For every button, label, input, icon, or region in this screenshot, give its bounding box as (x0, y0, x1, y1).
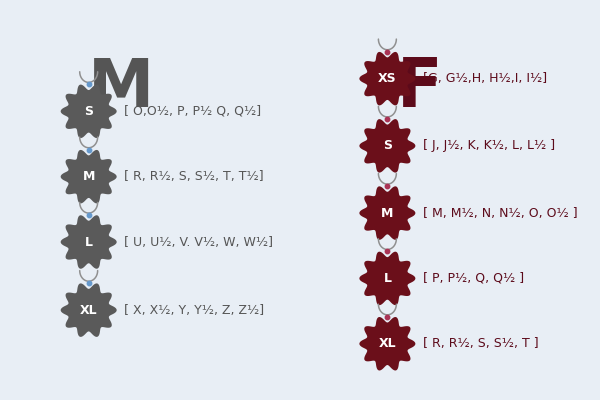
Text: [ P, P½, Q, Q½ ]: [ P, P½, Q, Q½ ] (423, 272, 524, 285)
Text: M: M (82, 170, 95, 183)
Text: S: S (84, 105, 93, 118)
Text: [ O,O½, P, P½ Q, Q½]: [ O,O½, P, P½ Q, Q½] (124, 105, 261, 118)
Text: [ M, M½, N, N½, O, O½ ]: [ M, M½, N, N½, O, O½ ] (423, 206, 577, 220)
Text: [ J, J½, K, K½, L, L½ ]: [ J, J½, K, K½, L, L½ ] (423, 139, 555, 152)
Text: L: L (383, 272, 391, 285)
Text: L: L (85, 236, 92, 248)
Text: [ U, U½, V. V½, W, W½]: [ U, U½, V. V½, W, W½] (124, 236, 273, 248)
Polygon shape (61, 150, 116, 203)
Text: [G, G½,H, H½,I, I½]: [G, G½,H, H½,I, I½] (423, 72, 547, 85)
Text: F: F (397, 55, 443, 121)
Text: M: M (381, 206, 394, 220)
Text: XL: XL (379, 337, 396, 350)
Polygon shape (61, 84, 116, 138)
Text: M: M (88, 55, 154, 121)
Polygon shape (61, 284, 116, 337)
Polygon shape (359, 119, 415, 172)
Text: XL: XL (80, 304, 97, 317)
Polygon shape (359, 52, 415, 105)
Text: [ X, X½, Y, Y½, Z, Z½]: [ X, X½, Y, Y½, Z, Z½] (124, 304, 264, 317)
Text: XS: XS (378, 72, 397, 85)
Polygon shape (359, 317, 415, 370)
Polygon shape (359, 186, 415, 240)
Polygon shape (61, 215, 116, 269)
Text: [ R, R½, S, S½, T, T½]: [ R, R½, S, S½, T, T½] (124, 170, 264, 183)
Text: S: S (383, 139, 392, 152)
Text: [ R, R½, S, S½, T ]: [ R, R½, S, S½, T ] (423, 337, 538, 350)
Polygon shape (359, 252, 415, 305)
